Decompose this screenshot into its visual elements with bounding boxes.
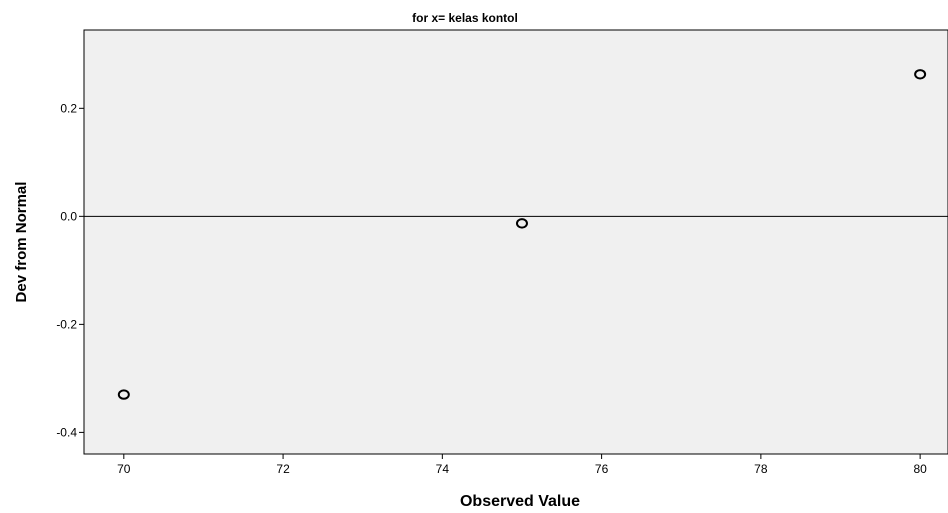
data-point: [117, 389, 130, 400]
x-tick-label: 80: [913, 462, 927, 476]
plot-area: [83, 29, 948, 455]
x-tick-label: 70: [117, 462, 131, 476]
y-tick-label: 0.2: [60, 101, 77, 115]
x-tick-label: 72: [276, 462, 290, 476]
y-tick-label: -0.2: [56, 317, 77, 331]
x-tick-label: 78: [754, 462, 768, 476]
y-tick-label: -0.4: [56, 425, 77, 439]
y-axis: 0.2 0.0 -0.2 -0.4: [56, 101, 84, 439]
x-axis-title: Observed Value: [460, 493, 580, 510]
data-points: [117, 69, 927, 400]
data-point: [914, 69, 927, 80]
x-tick-label: 76: [595, 462, 609, 476]
y-axis-title: Dev from Normal: [13, 182, 30, 303]
x-axis: 70 72 74 76 78 80: [117, 454, 927, 476]
y-tick-label: 0.0: [60, 209, 77, 223]
chart-title: for x= kelas kontol: [412, 11, 518, 25]
x-tick-label: 74: [436, 462, 450, 476]
data-point: [515, 218, 528, 229]
